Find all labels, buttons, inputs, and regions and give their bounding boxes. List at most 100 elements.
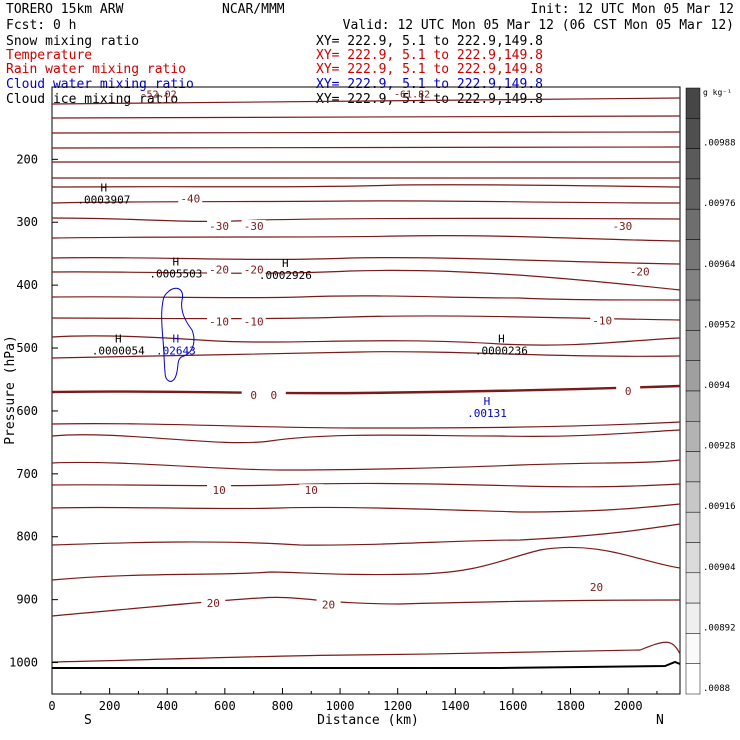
field-label-temperature: Temperature bbox=[6, 48, 92, 63]
north-label: N bbox=[656, 713, 664, 728]
isotherm-line bbox=[51, 335, 681, 346]
isotherm-labels: -40 -30 -30 -30 -20 -20 -20 -10 -10 -10 0 0 0 10 10 20 2… bbox=[141, 89, 652, 612]
maximum-value: .0000236 bbox=[475, 344, 528, 357]
colorbar-tick-label: .00964 bbox=[703, 260, 736, 270]
isotherm-line bbox=[51, 596, 681, 617]
colorbar-tick-label: .0094 bbox=[703, 381, 730, 391]
south-label: S bbox=[84, 713, 92, 728]
isotherm-label: -61.82 bbox=[394, 89, 430, 100]
colorbar-segment bbox=[685, 148, 701, 180]
x-tick-label: 400 bbox=[156, 699, 178, 713]
colorbar-tick-label: .0088 bbox=[703, 684, 730, 694]
y-tick-label: 500 bbox=[16, 341, 38, 355]
isotherm-label-bg bbox=[241, 315, 266, 328]
colorbar-segment bbox=[685, 511, 701, 543]
isotherm-label-bg bbox=[590, 314, 615, 327]
x-tick-label: 0 bbox=[48, 699, 55, 713]
maximum-marker: H bbox=[282, 257, 289, 270]
x-tick-label: 1800 bbox=[556, 699, 585, 713]
ground-line bbox=[52, 660, 681, 669]
colorbar-segment bbox=[685, 239, 701, 271]
isotherm-label-bg bbox=[627, 265, 652, 278]
maximum-value: .00131 bbox=[467, 407, 507, 420]
header-valid: Valid: 12 UTC Mon 05 Mar 12 (06 CST Mon … bbox=[343, 18, 734, 33]
colorbar-segment bbox=[685, 663, 701, 695]
isotherm-label: -40 bbox=[180, 192, 200, 205]
y-axis-title: Pressure (hPa) bbox=[3, 335, 18, 445]
maximum-marker: H bbox=[484, 395, 491, 408]
colorbar-tick-label: .00892 bbox=[703, 623, 736, 633]
colorbar-segment bbox=[685, 299, 701, 331]
isotherm-line bbox=[51, 269, 681, 291]
isotherm-label: -30 bbox=[244, 220, 264, 233]
isotherm-label-bg bbox=[178, 192, 203, 205]
isotherm-label: -30 bbox=[612, 220, 632, 233]
isotherm-label: 10 bbox=[305, 484, 318, 497]
isotherm-line bbox=[51, 184, 681, 188]
y-tick-label: 900 bbox=[16, 593, 38, 607]
y-tick-label: 200 bbox=[16, 152, 38, 166]
maximum-marker: H bbox=[101, 181, 108, 194]
isotherm-label: -20 bbox=[209, 263, 229, 276]
colorbar-tick-label: .00976 bbox=[703, 199, 736, 209]
maximum-value: .0005503 bbox=[149, 268, 202, 281]
header-forecast: Fcst: 0 h bbox=[6, 18, 76, 33]
isotherm-label: 0 bbox=[250, 389, 257, 402]
isotherm-line bbox=[51, 235, 681, 242]
colorbar-segment bbox=[685, 421, 701, 452]
field-xy-cloud-ice: XY= 222.9, 5.1 to 222.9,149.8 bbox=[316, 92, 543, 107]
isotherm-label-bg bbox=[241, 389, 266, 402]
axes: 0 200 400 600 800 1000 1200 1400 1600 1800 2000200… bbox=[9, 152, 658, 713]
isotherm-line bbox=[51, 421, 681, 429]
colorbar-segment bbox=[685, 481, 701, 513]
maximum-value: .02643 bbox=[156, 344, 196, 357]
x-axis-title: Distance (km) bbox=[317, 713, 419, 728]
y-tick-label: 800 bbox=[16, 530, 38, 544]
isotherm-label: 0 bbox=[271, 389, 278, 402]
isotherm-label: 20 bbox=[207, 597, 220, 610]
isotherm-label-bg bbox=[261, 389, 286, 402]
isotherm-label: 20 bbox=[590, 581, 603, 594]
isotherm-line bbox=[51, 482, 681, 488]
isotherm-line bbox=[51, 351, 681, 359]
maximum-marker: H bbox=[498, 332, 505, 345]
isotherm-line bbox=[51, 641, 681, 663]
isotherm-line bbox=[51, 256, 681, 265]
colorbar-tick-label: .00952 bbox=[703, 320, 736, 330]
colorbar-segment bbox=[685, 178, 701, 210]
field-legend: Snow mixing ratio XY= 222.9, 5.1 to 222.… bbox=[6, 34, 543, 107]
isotherm-label-bg bbox=[207, 263, 232, 276]
x-tick-label: 600 bbox=[214, 699, 236, 713]
isotherm-label-bg bbox=[207, 220, 232, 233]
maximum-marker: H bbox=[115, 332, 122, 345]
isotherm-line bbox=[51, 503, 681, 513]
isotherm-line bbox=[51, 200, 681, 204]
y-tick-label: 1000 bbox=[9, 656, 38, 670]
isotherm-line bbox=[51, 217, 681, 222]
cloud-water-contour bbox=[161, 287, 195, 382]
colorbar-tick-label: .00928 bbox=[703, 442, 736, 452]
colorbar: .00988 .00976 .00964 .00952 .0094 .00928 .0091… bbox=[685, 87, 736, 695]
isotherm-label-bg bbox=[201, 596, 226, 609]
isotherm-label-bg bbox=[584, 581, 609, 594]
maxima-labels: H.0003907H.0005503H.0002926H.0000054H.02… bbox=[77, 181, 528, 420]
field-label-snow: Snow mixing ratio bbox=[6, 34, 139, 49]
maximum-marker: H bbox=[173, 256, 180, 269]
colorbar-segment bbox=[685, 602, 701, 634]
header-init: Init: 12 UTC Mon 05 Mar 12 bbox=[531, 2, 735, 17]
isotherm-label: -30 bbox=[209, 220, 229, 233]
isotherm-label: -20 bbox=[630, 265, 650, 278]
colorbar-segment bbox=[685, 542, 701, 574]
y-tick-label: 700 bbox=[16, 467, 38, 481]
field-xy-temperature: XY= 222.9, 5.1 to 222.9,149.8 bbox=[316, 48, 543, 63]
isotherm-line bbox=[51, 315, 681, 321]
plot-frame bbox=[51, 86, 681, 695]
maximum-marker: H bbox=[173, 332, 180, 345]
x-tick-label: 800 bbox=[272, 699, 294, 713]
x-tick-label: 1400 bbox=[441, 699, 470, 713]
colorbar-segment bbox=[685, 390, 701, 422]
isotherm-label-bg bbox=[610, 220, 635, 233]
isotherm-label: -10 bbox=[244, 316, 264, 329]
field-xy-snow: XY= 222.9, 5.1 to 222.9,149.8 bbox=[316, 34, 543, 49]
